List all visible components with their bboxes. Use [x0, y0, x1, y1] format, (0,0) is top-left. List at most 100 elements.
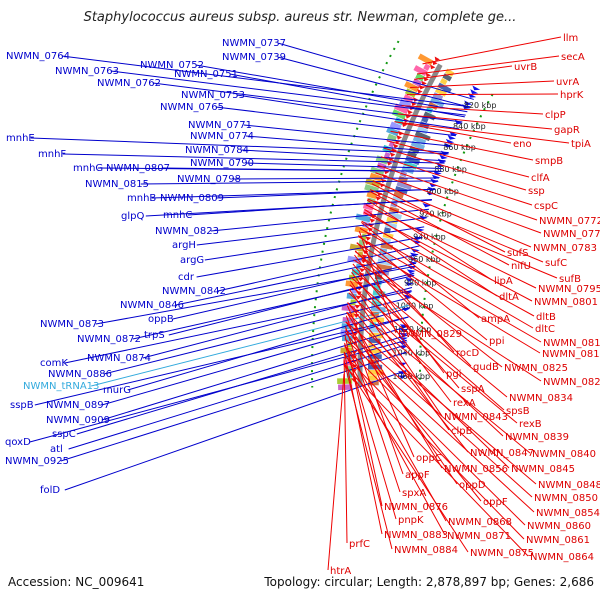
- reverse-leader-line: [327, 373, 345, 571]
- reverse-gene-label: NWMN_0826: [543, 377, 600, 388]
- gc-skew-ring: [311, 40, 494, 388]
- forward-gene-label: folD: [40, 485, 60, 496]
- map-title: Staphylococcus aureus subsp. aureus str.…: [83, 10, 517, 25]
- reverse-cds-arrow: [417, 88, 423, 94]
- reverse-gene-label: NWMN_0801: [534, 297, 598, 308]
- forward-cds-arrow: [470, 89, 479, 95]
- tick-label: 840 kbp: [453, 122, 486, 131]
- reverse-gene-label: NWMN_0864: [530, 552, 594, 563]
- reverse-leader-line: [366, 199, 493, 281]
- reverse-gene-label: NWMN_0847: [470, 448, 534, 459]
- forward-leader-line: [243, 124, 452, 147]
- reverse-leader-line: [363, 211, 533, 302]
- gc-block: [362, 202, 374, 211]
- forward-cds-arrow: [406, 269, 416, 274]
- forward-gene-label: NWMN_0897: [46, 400, 110, 411]
- tick-label: 940 kbp: [413, 232, 446, 241]
- reverse-gene-label: sufB: [559, 274, 581, 285]
- forward-gene-label: qoxD: [5, 437, 31, 448]
- reverse-gene-label: sufC: [545, 258, 567, 269]
- reverse-gene-label: rexB: [519, 419, 542, 430]
- feature-block: [410, 140, 426, 151]
- reverse-gene-label: NWMN_0834: [509, 393, 573, 404]
- reverse-cds-arrow: [396, 135, 403, 140]
- reverse-gene-label: NWMN_0876: [384, 502, 448, 513]
- reverse-gene-label: clpB: [451, 426, 473, 437]
- reverse-leader-line: [422, 36, 562, 65]
- reverse-gene-label: NWMN_0845: [511, 464, 575, 475]
- gc-block: [345, 280, 359, 288]
- reverse-leader-line: [359, 227, 534, 329]
- forward-gene-label: sspB: [10, 400, 34, 411]
- reverse-gene-label: cspC: [534, 201, 558, 212]
- forward-leader-line: [187, 199, 432, 216]
- forward-leader-line: [210, 208, 430, 232]
- reverse-leader-line: [343, 354, 525, 540]
- forward-gene-label: mnhF: [38, 149, 66, 160]
- reverse-cds-arrow: [375, 196, 382, 201]
- forward-leader-line: [140, 180, 439, 185]
- gc-block: [354, 225, 369, 235]
- reverse-leader-line: [343, 360, 393, 550]
- reverse-gene-label: NWMN_0883: [384, 530, 448, 541]
- forward-leader-line: [62, 153, 445, 164]
- reverse-cds-arrow: [380, 178, 387, 184]
- reverse-cds-arrow: [355, 295, 362, 300]
- reverse-gene-labels: llm secA uvrB uvrA hprK clpP gapR eno tpiA smpB cl…: [330, 33, 600, 577]
- reverse-leader-line: [348, 288, 450, 431]
- feature-block: [439, 77, 448, 86]
- reverse-gene-label: NWMN_0825: [504, 363, 568, 374]
- reverse-gene-label: NWMN_0813: [543, 338, 600, 349]
- reverse-gene-label: eno: [513, 139, 532, 150]
- forward-leader-line: [217, 245, 420, 292]
- forward-gene-label: NWMN_0771: [188, 120, 252, 131]
- reverse-cds-arrow: [351, 364, 358, 369]
- forward-gene-label: murG: [103, 385, 131, 396]
- reverse-leader-line: [358, 234, 488, 341]
- reverse-gene-label: NWMN_0875: [470, 548, 534, 559]
- reverse-gene-label: uvrB: [514, 62, 537, 73]
- forward-gene-label: NWMN_0925: [5, 456, 69, 467]
- reverse-gene-label: sspA: [461, 384, 485, 395]
- reverse-leader-line: [354, 251, 503, 368]
- reverse-gene-label: dltB: [536, 312, 556, 323]
- gc-block: [412, 78, 422, 87]
- reverse-leader-line: [356, 242, 455, 353]
- reverse-leader-line: [344, 346, 526, 526]
- forward-leader-line: [34, 316, 409, 406]
- feature-block: [412, 135, 427, 145]
- reverse-gene-label: oppD: [459, 480, 486, 491]
- reverse-leader-line: [417, 55, 560, 75]
- forward-gene-label: glpQ: [121, 211, 144, 222]
- reverse-leader-line: [349, 284, 518, 424]
- forward-leader-line: [60, 351, 407, 462]
- forward-leader-line: [240, 149, 446, 162]
- forward-gene-label: NWMN_0752: [140, 60, 204, 71]
- reverse-leader-line: [380, 156, 533, 206]
- reverse-leader-line: [367, 198, 558, 279]
- forward-leader-line: [196, 236, 422, 278]
- forward-leader-line: [232, 177, 440, 180]
- reverse-leader-line: [372, 180, 532, 248]
- reverse-leader-line: [377, 164, 538, 221]
- forward-gene-label: comK: [40, 358, 68, 369]
- forward-gene-label: NWMN_0784: [185, 145, 249, 156]
- reverse-leader-line: [390, 130, 534, 161]
- reverse-leader-line: [386, 140, 530, 178]
- reverse-leader-line: [344, 329, 533, 498]
- feature-block: [437, 82, 452, 94]
- forward-gene-label: mnhB: [127, 193, 156, 204]
- reverse-gene-label: gapR: [554, 125, 580, 136]
- reverse-leader-line: [369, 189, 544, 263]
- reverse-leader-line: [406, 93, 559, 96]
- reverse-leader-line: [383, 147, 527, 191]
- feature-block: [393, 191, 404, 199]
- forward-cds-arrow: [418, 215, 428, 220]
- forward-cds-arrow: [409, 252, 419, 257]
- forward-cds-arrow: [412, 240, 422, 245]
- forward-gene-label: NWMN_0809: [160, 193, 224, 204]
- reverse-gene-label: tpiA: [571, 139, 591, 150]
- forward-cds-arrow: [398, 337, 408, 341]
- tick-label: 900 kbp: [426, 187, 459, 196]
- feature-block: [396, 180, 413, 190]
